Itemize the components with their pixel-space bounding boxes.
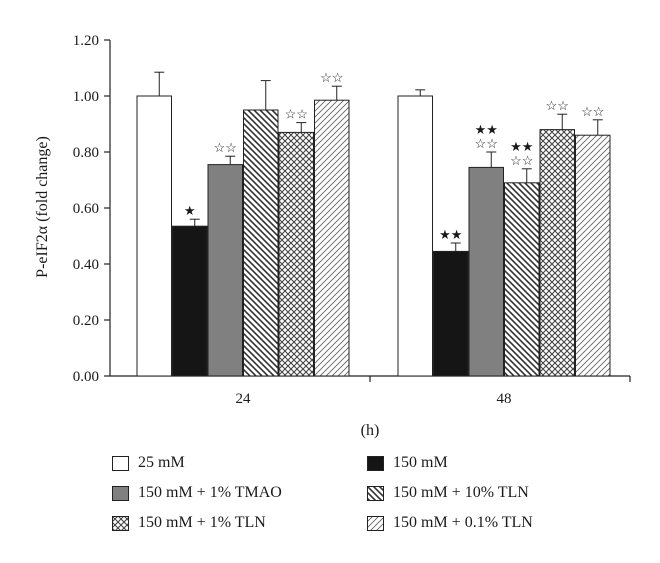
y-tick-label: 1.20 xyxy=(73,33,99,49)
legend-item: 25 mM xyxy=(112,452,185,474)
significance-marker: ☆☆ xyxy=(546,98,569,113)
y-tick-label: 0.20 xyxy=(73,313,99,329)
legend-swatch xyxy=(367,485,384,501)
legend-swatch xyxy=(112,455,129,471)
bar-150-mm-0-1-tln-48 xyxy=(575,134,611,377)
bar-150-mm-1-tln-24 xyxy=(278,131,314,377)
x-tick-label: 48 xyxy=(497,391,512,407)
significance-marker: ☆☆ xyxy=(214,140,237,155)
legend-label: 150 mM + 1% TLN xyxy=(138,514,266,531)
bar-150-mm-1-tmao-48 xyxy=(468,166,504,377)
legend-swatch xyxy=(367,455,384,471)
y-tick-label: 0.40 xyxy=(73,257,99,273)
significance-markers: ★☆☆☆☆☆☆★★★★☆☆ ★★☆☆☆☆ ☆☆ xyxy=(184,70,604,242)
legend-item: 150 mM xyxy=(367,452,448,474)
y-axis-title: P-eIF2α (fold change) xyxy=(34,136,51,278)
bars xyxy=(136,71,611,377)
legend-item: 150 mM + 0.1% TLN xyxy=(367,512,533,534)
significance-marker: ★★ xyxy=(510,139,533,154)
legend-label: 150 mM + 0.1% TLN xyxy=(393,514,533,531)
bar-150-mm-48 xyxy=(433,250,469,377)
bar-25-mm-48 xyxy=(397,95,433,377)
significance-marker: ★★ xyxy=(439,227,462,242)
significance-marker: ☆☆ xyxy=(320,70,343,85)
legend-label: 150 mM xyxy=(393,454,448,471)
significance-marker: ☆☆ xyxy=(475,136,498,151)
legend-item: 150 mM + 1% TLN xyxy=(112,512,266,534)
bar-150-mm-1-tmao-24 xyxy=(207,164,243,377)
legend-label: 150 mM + 10% TLN xyxy=(393,484,529,501)
bar-150-mm-10-tln-48 xyxy=(504,182,540,377)
legend-label: 25 mM xyxy=(138,454,185,471)
y-tick-label: 0.00 xyxy=(73,369,99,385)
y-tick-label: 1.00 xyxy=(73,89,99,105)
x-axis-title: (h) xyxy=(361,422,380,439)
significance-marker: ☆☆ xyxy=(510,153,533,168)
bar-150-mm-0-1-tln-24 xyxy=(314,99,350,377)
legend-swatch xyxy=(112,515,129,531)
bar-chart: 0.00 0.20 0.40 0.60 0.80 1.00 1.20 24 48 ★ ☆☆ ☆☆ ☆☆… xyxy=(34,33,631,439)
bar-25-mm-24 xyxy=(136,95,172,377)
significance-marker: ☆☆ xyxy=(581,104,604,119)
legend-swatch xyxy=(367,515,384,531)
significance-marker: ★ xyxy=(184,203,196,218)
bar-150-mm-10-tln-24 xyxy=(243,109,279,377)
y-tick-label: 0.80 xyxy=(73,145,99,161)
legend-swatch xyxy=(112,485,129,501)
y-tick-label: 0.60 xyxy=(73,201,99,217)
legend-item: 150 mM + 10% TLN xyxy=(367,482,529,504)
x-tick-label: 24 xyxy=(236,391,252,407)
significance-marker: ★★ xyxy=(475,122,498,137)
significance-marker: ☆☆ xyxy=(285,107,308,122)
legend-item: 150 mM + 1% TMAO xyxy=(112,482,282,504)
legend-label: 150 mM + 1% TMAO xyxy=(138,484,282,501)
bar-150-mm-1-tln-48 xyxy=(539,129,575,377)
bar-150-mm-24 xyxy=(172,225,208,377)
